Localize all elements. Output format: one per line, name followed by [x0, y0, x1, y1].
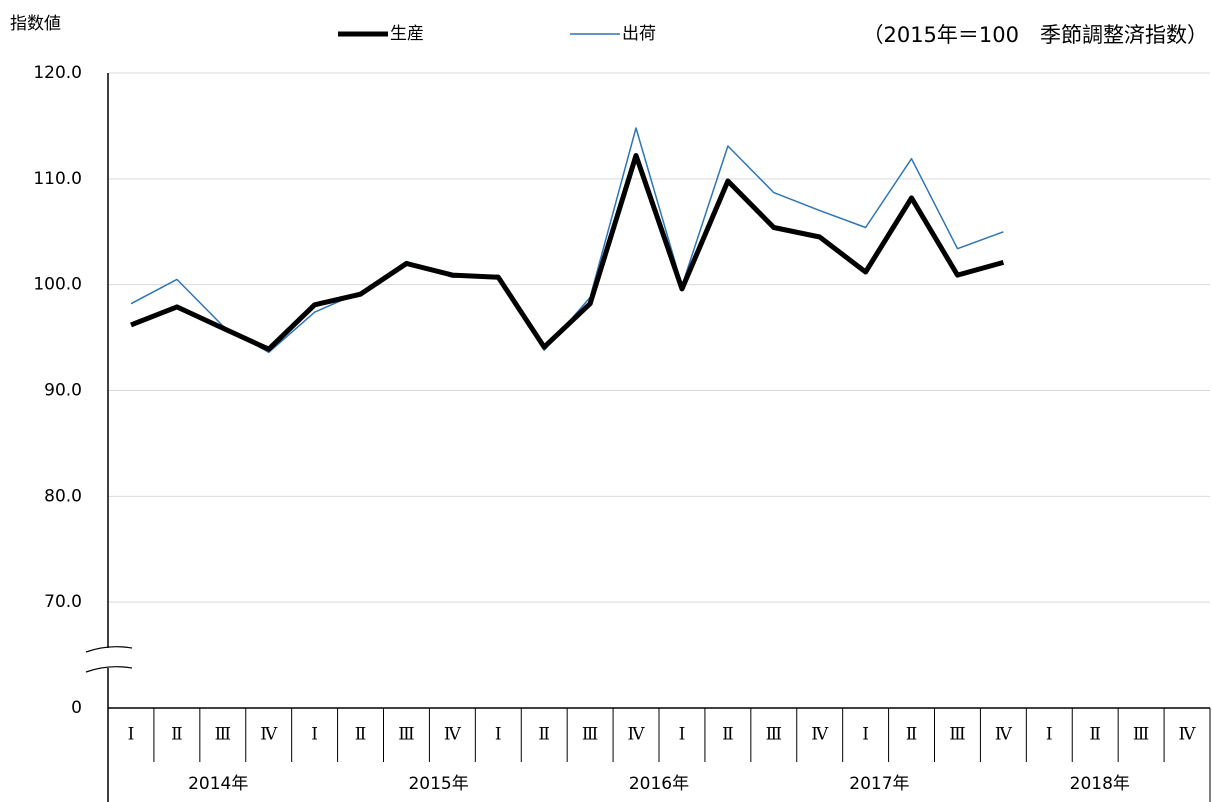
x-tick-label: Ⅱ [906, 725, 918, 745]
x-tick-label: Ⅲ [1133, 725, 1149, 745]
x-tick-label: Ⅰ [862, 725, 869, 745]
x-tick-label: Ⅱ [722, 725, 734, 745]
x-tick-label: Ⅱ [171, 725, 183, 745]
x-group-label: 2014年 [188, 774, 248, 794]
y-tick-label: 100.0 [33, 275, 82, 295]
x-tick-label: Ⅲ [766, 725, 782, 745]
y-tick-label: 90.0 [44, 381, 82, 401]
x-tick-label: Ⅳ [1179, 725, 1197, 745]
x-tick-label: Ⅳ [260, 725, 278, 745]
x-tick-label: Ⅲ [215, 725, 231, 745]
x-group-label: 2017年 [849, 774, 909, 794]
y-tick-label: 70.0 [44, 592, 82, 612]
x-tick-label: Ⅱ [1089, 725, 1101, 745]
y-axis-label: 指数値 [10, 14, 61, 34]
x-tick-label: Ⅰ [679, 725, 686, 745]
y-tick-label: 110.0 [33, 169, 82, 189]
x-tick-label: Ⅰ [128, 725, 135, 745]
x-tick-label: Ⅳ [811, 725, 829, 745]
x-tick-label: Ⅳ [995, 725, 1013, 745]
x-group-label: 2016年 [629, 774, 689, 794]
axis-break-gap [96, 648, 120, 668]
series-line [130, 153, 1005, 352]
note: （2015年＝100 季節調整済指数） [862, 23, 1208, 47]
x-tick-label: Ⅳ [628, 725, 646, 745]
x-tick-label: Ⅱ [538, 725, 550, 745]
legend-label: 出荷 [622, 24, 656, 44]
x-tick-label: Ⅳ [444, 725, 462, 745]
x-tick-label: Ⅲ [582, 725, 598, 745]
x-group-label: 2018年 [1070, 774, 1130, 794]
axis-break [85, 666, 133, 673]
legend-label: 生産 [390, 24, 424, 44]
y-tick-label: 80.0 [44, 486, 82, 506]
series-line [130, 127, 1004, 354]
x-tick-label: Ⅰ [1046, 725, 1053, 745]
axis-break [85, 646, 133, 653]
x-tick-label: Ⅲ [398, 725, 414, 745]
x-tick-label: Ⅱ [355, 725, 367, 745]
y-tick-label: 0 [71, 698, 82, 718]
x-tick-label: Ⅰ [495, 725, 502, 745]
x-tick-label: Ⅰ [311, 725, 318, 745]
y-tick-label: 120.0 [33, 63, 82, 83]
x-group-label: 2015年 [408, 774, 468, 794]
x-tick-label: Ⅲ [949, 725, 965, 745]
